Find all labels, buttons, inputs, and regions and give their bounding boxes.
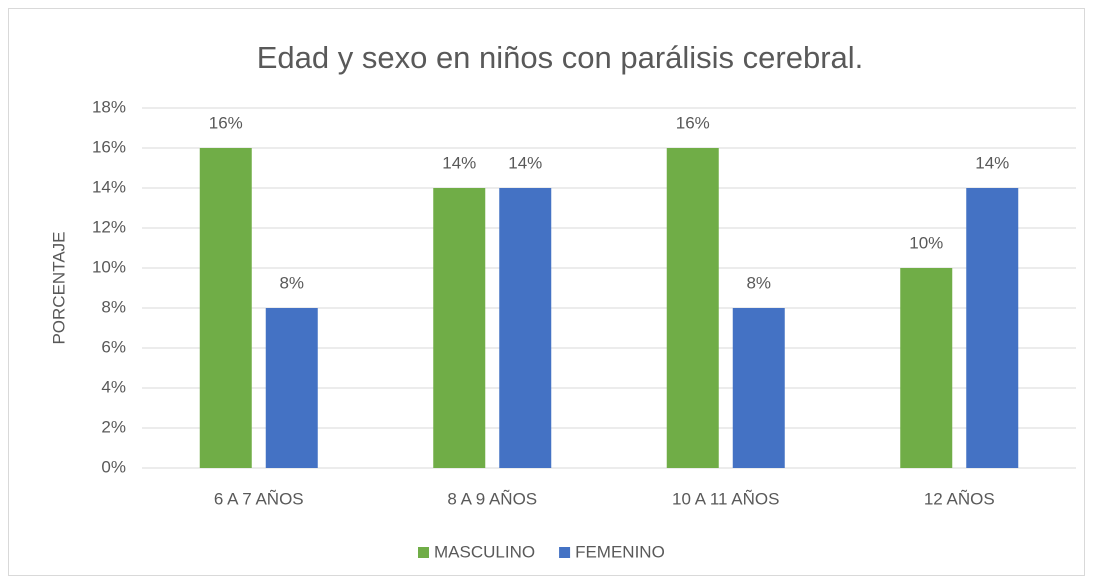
y-tick-label: 16% xyxy=(92,137,126,156)
x-tick-label: 12 AÑOS xyxy=(924,489,995,508)
data-label: 14% xyxy=(442,153,476,172)
y-tick-label: 12% xyxy=(92,217,126,236)
y-tick-label: 10% xyxy=(92,257,126,276)
bar xyxy=(265,308,318,468)
y-tick-label: 4% xyxy=(101,377,126,396)
data-label: 16% xyxy=(676,113,710,132)
bar xyxy=(433,188,486,468)
legend-label: FEMENINO xyxy=(575,542,665,561)
data-label: 14% xyxy=(975,153,1009,172)
bar xyxy=(666,148,719,468)
y-tick-label: 8% xyxy=(101,297,126,316)
bar xyxy=(900,268,953,468)
y-tick-label: 2% xyxy=(101,417,126,436)
x-tick-label: 8 A 9 AÑOS xyxy=(447,489,537,508)
data-label: 8% xyxy=(746,273,771,292)
data-label: 8% xyxy=(279,273,304,292)
x-tick-label: 6 A 7 AÑOS xyxy=(214,489,304,508)
bar xyxy=(199,148,252,468)
data-label: 10% xyxy=(909,233,943,252)
bar xyxy=(966,188,1019,468)
data-label: 16% xyxy=(209,113,243,132)
y-axis-label: PORCENTAJE xyxy=(49,231,68,344)
bar xyxy=(499,188,552,468)
legend-swatch xyxy=(418,547,429,558)
legend-swatch xyxy=(559,547,571,558)
bar xyxy=(732,308,785,468)
legend-label: MASCULINO xyxy=(434,542,535,561)
chart-title: Edad y sexo en niños con parálisis cereb… xyxy=(257,40,864,75)
x-tick-label: 10 A 11 AÑOS xyxy=(672,489,779,508)
data-label: 14% xyxy=(508,153,542,172)
y-tick-label: 6% xyxy=(101,337,126,356)
y-tick-label: 14% xyxy=(92,177,126,196)
y-tick-label: 18% xyxy=(92,97,126,116)
y-tick-label: 0% xyxy=(101,457,126,476)
